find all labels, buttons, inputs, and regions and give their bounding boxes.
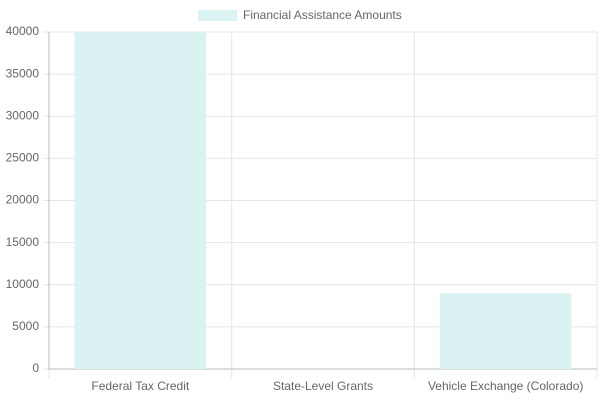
x-tick-label: Federal Tax Credit [91,379,189,393]
bar [74,32,207,369]
y-tick-label: 0 [32,361,39,375]
y-tick-label: 40000 [6,24,40,38]
bar [439,293,572,369]
y-tick-label: 30000 [6,108,40,122]
y-tick-label: 10000 [6,277,40,291]
x-tick-label: State-Level Grants [273,379,373,393]
y-tick-label: 5000 [12,319,39,333]
legend-label: Financial Assistance Amounts [243,8,402,22]
x-tick-label: Vehicle Exchange (Colorado) [428,379,583,393]
y-tick-label: 35000 [6,66,40,80]
legend-swatch [198,10,237,21]
y-tick-label: 15000 [6,235,40,249]
y-tick-label: 20000 [6,193,40,207]
y-tick-label: 25000 [6,151,40,165]
